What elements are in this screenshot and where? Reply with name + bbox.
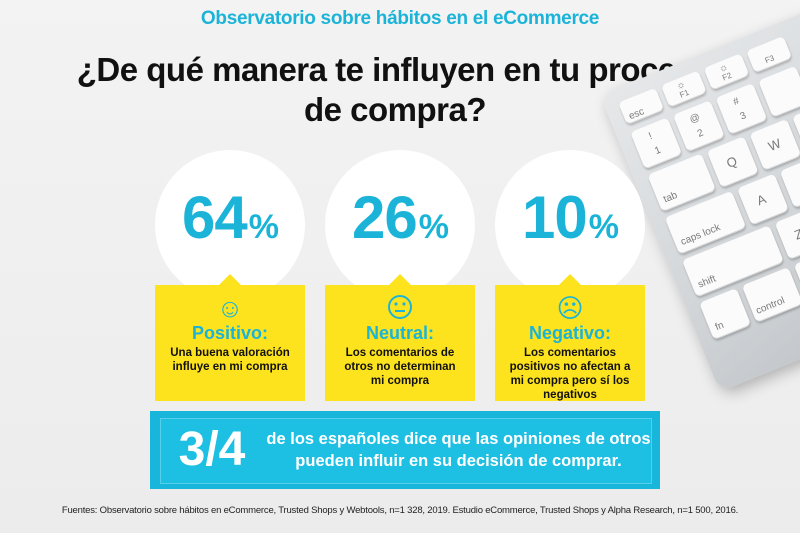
notch-positive — [218, 274, 242, 286]
percent-positive: 64% — [182, 184, 279, 251]
card-neutral — [325, 285, 475, 401]
label-positive: Positivo: — [191, 323, 268, 343]
page-title: ¿De qué manera te influyen en tu proceso… — [76, 51, 714, 128]
sources-note: Fuentes: Observatorio sobre hábitos en e… — [61, 505, 739, 516]
sad-face-icon: ☹ — [556, 293, 584, 323]
desc-positive: Una buena valoración influye en mi compr… — [170, 347, 290, 373]
card-positive — [155, 285, 305, 401]
card-negative — [495, 285, 645, 401]
desc-negative: Los comentarios positivos no afectan a m… — [509, 347, 631, 401]
subtitle: Observatorio sobre hábitos en el eCommer… — [200, 8, 600, 29]
neutral-face-icon — [325, 294, 475, 325]
stat-banner-inner — [160, 418, 652, 484]
happy-face-icon: ☺ — [216, 293, 244, 323]
label-negative: Negativo: — [528, 323, 611, 343]
stat-text: de los españoles dice que las opiniones … — [266, 430, 651, 470]
percent-negative: 10% — [522, 184, 619, 251]
notch-negative — [558, 274, 582, 286]
desc-neutral: Los comentarios de otros no determinan m… — [344, 347, 456, 387]
stat-fraction: 3/4 — [178, 423, 246, 476]
label-neutral: Neutral: — [365, 323, 434, 343]
percent-neutral: 26% — [352, 184, 449, 251]
notch-neutral — [388, 274, 412, 286]
stat-banner — [150, 411, 660, 489]
